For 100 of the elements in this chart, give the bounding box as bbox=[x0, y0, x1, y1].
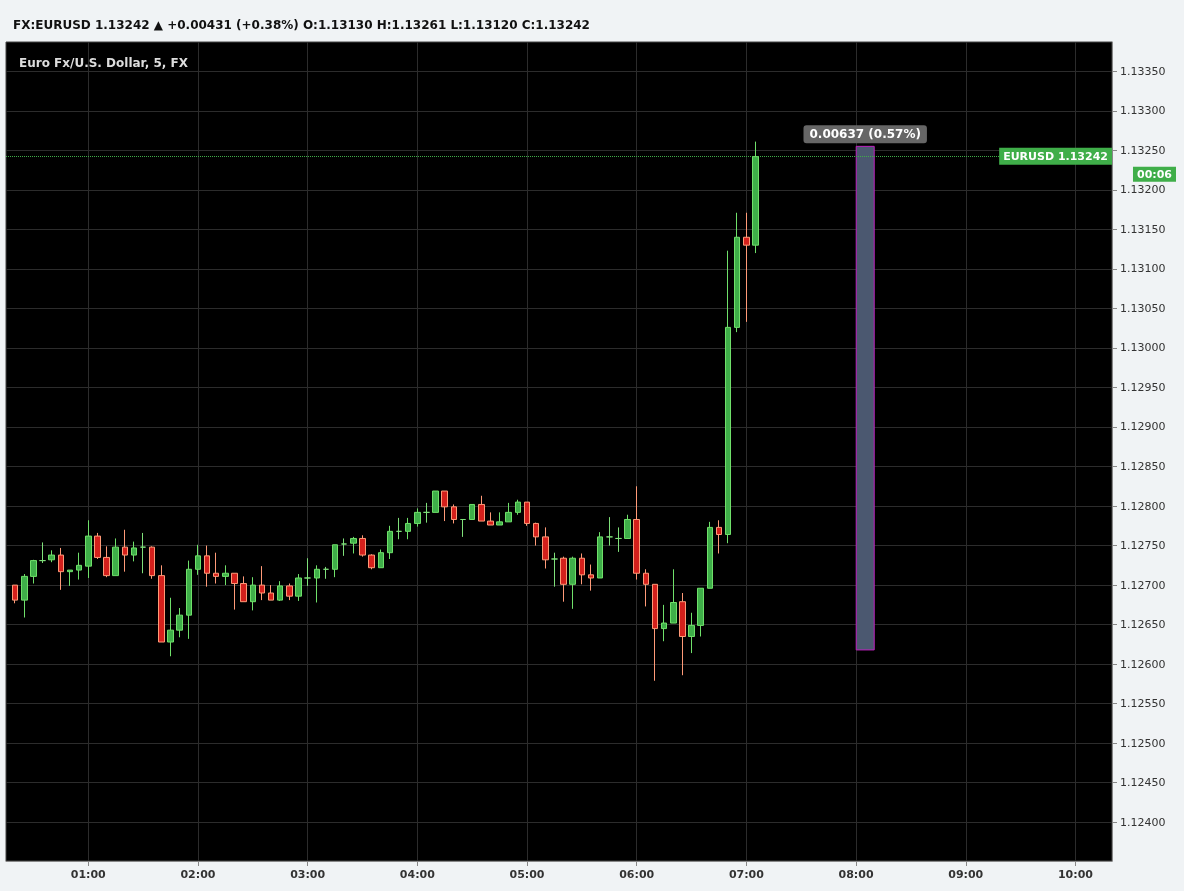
candlestick bbox=[94, 532, 101, 560]
chart-subtitle: FX:EURUSD 1.13242 ▲ +0.00431 (+0.38%) O:1.13130 H:1.13261 L:1.13120 C:1.13242 bbox=[13, 18, 590, 32]
candlestick bbox=[277, 580, 283, 602]
x-tick-label: 02:00 bbox=[180, 868, 216, 881]
candlestick bbox=[515, 499, 521, 516]
candlestick bbox=[131, 541, 137, 562]
candlestick bbox=[186, 560, 192, 640]
candlestick bbox=[496, 511, 503, 526]
candlestick bbox=[286, 583, 293, 601]
x-tick-label: 05:00 bbox=[509, 868, 545, 881]
candlestick bbox=[414, 507, 421, 528]
candlestick bbox=[213, 552, 219, 585]
ref-line-label: EURUSD 1.13242 bbox=[1003, 149, 1108, 163]
y-tick-label: 1.12900 bbox=[1120, 420, 1166, 434]
candlestick bbox=[167, 597, 174, 657]
candlestick bbox=[21, 573, 28, 619]
y-tick-label: 1.12400 bbox=[1120, 815, 1166, 829]
candlestick bbox=[39, 541, 46, 564]
candlestick bbox=[158, 564, 165, 643]
candlestick bbox=[341, 537, 347, 557]
text: Euro Fx/U.S. Dollar, 5, FX bbox=[19, 56, 189, 70]
candlestick bbox=[12, 584, 18, 604]
candlestick bbox=[560, 556, 567, 603]
y-tick-label: 1.13350 bbox=[1120, 64, 1166, 78]
candlestick bbox=[112, 537, 119, 577]
candlestick bbox=[48, 549, 55, 563]
y-tick-label: 1.12550 bbox=[1120, 697, 1166, 711]
candlestick bbox=[569, 556, 576, 610]
candlestick bbox=[176, 607, 183, 638]
x-tick-label: 03:00 bbox=[290, 868, 326, 881]
candlestick bbox=[368, 553, 375, 570]
candlestick bbox=[643, 568, 649, 607]
candlestick bbox=[76, 552, 82, 581]
candlestick bbox=[240, 575, 247, 603]
y-tick-label: 1.12500 bbox=[1120, 736, 1166, 750]
y-tick-label: 1.13100 bbox=[1120, 262, 1166, 276]
candlestick bbox=[103, 545, 110, 578]
candlestick bbox=[67, 569, 73, 587]
y-tick-label: 1.12600 bbox=[1120, 657, 1166, 671]
candlestick bbox=[387, 525, 393, 560]
candlestick bbox=[268, 584, 274, 601]
candlestick bbox=[679, 592, 686, 676]
candlestick bbox=[405, 517, 411, 540]
candlestick bbox=[533, 522, 539, 547]
x-tick-label: 01:00 bbox=[70, 868, 107, 881]
y-tick-label: 1.12700 bbox=[1120, 578, 1166, 592]
candlestick bbox=[441, 490, 448, 522]
candlestick bbox=[304, 557, 311, 587]
candlestick bbox=[359, 534, 366, 558]
candlestick bbox=[597, 531, 603, 579]
candlestick bbox=[204, 545, 210, 588]
candlestick bbox=[58, 547, 64, 591]
y-tick-label: 1.12750 bbox=[1120, 539, 1166, 553]
candlestick bbox=[432, 490, 439, 513]
candlestick bbox=[697, 587, 704, 637]
y-tick-label: 1.13050 bbox=[1120, 301, 1166, 315]
candlestick bbox=[460, 518, 466, 538]
candlestick bbox=[707, 521, 713, 589]
x-tick-label: 09:00 bbox=[948, 868, 984, 881]
candlestick bbox=[295, 573, 302, 602]
y-tick-label: 1.13000 bbox=[1120, 341, 1166, 355]
candlestick bbox=[606, 516, 613, 547]
candlestick bbox=[588, 564, 594, 592]
x-tick-label: 10:00 bbox=[1057, 868, 1094, 881]
candlestick bbox=[231, 572, 238, 611]
candlestick bbox=[85, 519, 92, 579]
x-tick-label: 04:00 bbox=[399, 868, 436, 881]
candlestick bbox=[688, 612, 695, 654]
candlestick bbox=[30, 559, 37, 585]
candlestick bbox=[469, 503, 475, 520]
candlestick bbox=[378, 549, 384, 569]
candlestick bbox=[487, 511, 494, 526]
y-tick-label: 1.13200 bbox=[1120, 183, 1166, 197]
candlestick bbox=[725, 250, 731, 544]
candlestick bbox=[734, 212, 740, 333]
candlestick bbox=[633, 485, 640, 581]
candlestick bbox=[661, 604, 667, 642]
candlestick bbox=[451, 503, 457, 524]
candlestick bbox=[396, 517, 402, 540]
x-tick-label: 06:00 bbox=[619, 868, 655, 881]
y-tick-label: 1.13150 bbox=[1120, 222, 1166, 236]
text: 00:06 bbox=[1136, 167, 1173, 181]
candlestick bbox=[478, 495, 485, 522]
candlestick bbox=[122, 529, 128, 573]
y-tick-label: 1.12800 bbox=[1120, 499, 1166, 513]
x-tick-label: 08:00 bbox=[838, 868, 874, 881]
candlestick bbox=[524, 501, 530, 527]
candlestick bbox=[743, 212, 750, 323]
candlestick bbox=[314, 564, 320, 603]
candlestick bbox=[149, 545, 155, 580]
candlestick bbox=[505, 502, 512, 523]
candlestick bbox=[259, 565, 265, 601]
candlestick bbox=[350, 536, 357, 554]
candlestick bbox=[140, 532, 146, 574]
candlestick bbox=[579, 552, 585, 585]
y-tick-label: 1.12850 bbox=[1120, 460, 1166, 474]
candlestick bbox=[624, 514, 631, 539]
candlestick bbox=[332, 544, 338, 578]
data-label: 0.00637 (0.57%) bbox=[809, 127, 921, 142]
candlestick bbox=[323, 566, 329, 580]
